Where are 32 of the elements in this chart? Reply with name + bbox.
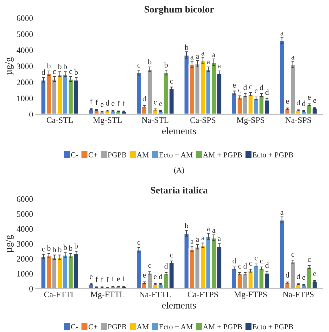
y-tick-label: 2000 (17, 256, 34, 262)
chart-title: Setaria italica (151, 186, 208, 194)
x-tick-label: Ca-FTPS (188, 292, 218, 298)
y-tick-label: 1000 (17, 96, 34, 102)
x-tick-label: Mg-FTPS (234, 292, 268, 300)
y-tick-label: 6000 (17, 16, 34, 22)
x-tick-label: Na-FTPS (283, 292, 314, 298)
y-tick-label: 5000 (17, 211, 34, 218)
y-tick-label: 4000 (16, 48, 34, 54)
x-tick-label: Na-FTTL (139, 292, 172, 298)
y-tick-label: 3000 (17, 64, 34, 70)
y-tick-label: 4000 (16, 226, 34, 232)
y-axis-title: µg/g (5, 235, 14, 253)
y-axis-title: µg/g (5, 58, 14, 76)
x-tick-label: Ca-FTTL (44, 292, 76, 298)
x-tick-label: Mg-STL (93, 118, 122, 125)
y-tick-label: 5000 (17, 32, 34, 38)
y-tick-label: 0 (30, 112, 34, 118)
x-tick-label: Na-STL (142, 118, 169, 124)
y-tick-label: 0 (30, 286, 34, 292)
x-tick-label: Na-SPS (286, 118, 312, 124)
y-tick-label: 6000 (17, 196, 34, 202)
y-tick-label: 3000 (17, 241, 34, 247)
x-tick-label: Mg-SPS (236, 118, 264, 125)
x-tick-label: Mg-FTTL (90, 292, 124, 300)
y-tick-label: 2000 (17, 80, 34, 86)
x-tick-label: Ca-SPS (190, 118, 216, 124)
x-tick-label: Ca-STL (46, 118, 73, 124)
x-axis-title: elements (162, 128, 196, 134)
y-tick-label: 1000 (17, 271, 34, 277)
x-axis-title: elements (162, 302, 196, 309)
chart-title: Sorghum bicolor (144, 6, 214, 15)
